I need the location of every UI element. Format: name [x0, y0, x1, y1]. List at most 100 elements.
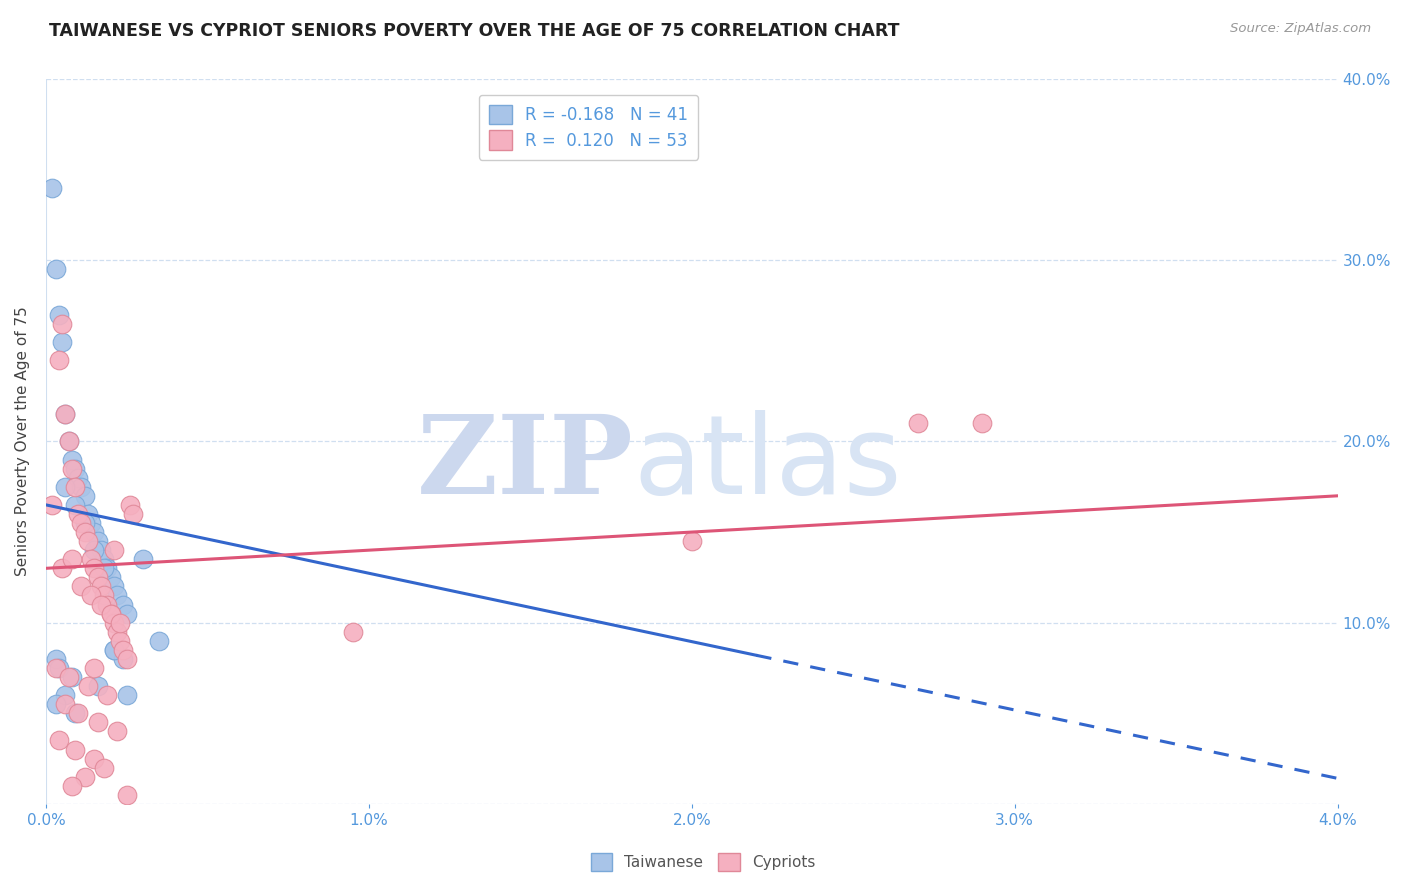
Point — [907, 417, 929, 431]
Point — [83, 561, 105, 575]
Point — [115, 652, 138, 666]
Point — [77, 534, 100, 549]
Point — [90, 543, 112, 558]
Point — [45, 698, 67, 712]
Point — [73, 770, 96, 784]
Legend: Taiwanese, Cypriots: Taiwanese, Cypriots — [585, 847, 821, 877]
Point — [45, 262, 67, 277]
Legend: R = -0.168   N = 41, R =  0.120   N = 53: R = -0.168 N = 41, R = 0.120 N = 53 — [478, 95, 699, 160]
Point — [48, 733, 70, 747]
Point — [53, 407, 76, 421]
Point — [681, 534, 703, 549]
Point — [110, 615, 132, 630]
Point — [100, 570, 122, 584]
Point — [96, 688, 118, 702]
Point — [60, 552, 83, 566]
Point — [86, 715, 108, 730]
Point — [60, 461, 83, 475]
Point — [103, 579, 125, 593]
Point — [53, 698, 76, 712]
Point — [67, 706, 90, 721]
Point — [80, 552, 103, 566]
Point — [77, 679, 100, 693]
Point — [96, 561, 118, 575]
Point — [115, 607, 138, 621]
Point — [115, 788, 138, 802]
Text: ZIP: ZIP — [418, 409, 634, 516]
Point — [100, 607, 122, 621]
Point — [70, 480, 93, 494]
Point — [63, 706, 86, 721]
Point — [93, 761, 115, 775]
Point — [63, 742, 86, 756]
Point — [80, 516, 103, 530]
Point — [83, 524, 105, 539]
Point — [132, 552, 155, 566]
Point — [112, 643, 135, 657]
Point — [41, 498, 63, 512]
Point — [86, 679, 108, 693]
Point — [103, 643, 125, 657]
Point — [53, 407, 76, 421]
Point — [112, 598, 135, 612]
Point — [48, 352, 70, 367]
Point — [48, 661, 70, 675]
Point — [148, 633, 170, 648]
Point — [63, 480, 86, 494]
Point — [51, 561, 73, 575]
Point — [93, 561, 115, 575]
Point — [122, 507, 145, 521]
Point — [70, 516, 93, 530]
Point — [86, 534, 108, 549]
Point — [115, 688, 138, 702]
Point — [73, 516, 96, 530]
Point — [51, 334, 73, 349]
Point — [58, 434, 80, 449]
Point — [90, 579, 112, 593]
Point — [83, 661, 105, 675]
Point — [110, 633, 132, 648]
Point — [58, 670, 80, 684]
Point — [96, 598, 118, 612]
Point — [51, 317, 73, 331]
Point — [103, 543, 125, 558]
Point — [60, 779, 83, 793]
Point — [342, 624, 364, 639]
Text: Source: ZipAtlas.com: Source: ZipAtlas.com — [1230, 22, 1371, 36]
Text: TAIWANESE VS CYPRIOT SENIORS POVERTY OVER THE AGE OF 75 CORRELATION CHART: TAIWANESE VS CYPRIOT SENIORS POVERTY OVE… — [49, 22, 900, 40]
Point — [83, 751, 105, 765]
Point — [80, 589, 103, 603]
Point — [48, 308, 70, 322]
Point — [105, 724, 128, 739]
Point — [41, 180, 63, 194]
Point — [972, 417, 994, 431]
Point — [45, 652, 67, 666]
Point — [70, 579, 93, 593]
Point — [45, 661, 67, 675]
Y-axis label: Seniors Poverty Over the Age of 75: Seniors Poverty Over the Age of 75 — [15, 307, 30, 576]
Point — [105, 589, 128, 603]
Point — [63, 461, 86, 475]
Point — [93, 552, 115, 566]
Point — [53, 688, 76, 702]
Point — [60, 452, 83, 467]
Point — [53, 480, 76, 494]
Point — [67, 507, 90, 521]
Point — [100, 607, 122, 621]
Point — [58, 434, 80, 449]
Point — [86, 570, 108, 584]
Point — [63, 498, 86, 512]
Point — [60, 670, 83, 684]
Point — [105, 624, 128, 639]
Text: atlas: atlas — [634, 409, 903, 516]
Point — [73, 524, 96, 539]
Point — [118, 498, 141, 512]
Point — [73, 489, 96, 503]
Point — [67, 471, 90, 485]
Point — [103, 643, 125, 657]
Point — [83, 543, 105, 558]
Point — [93, 589, 115, 603]
Point — [90, 598, 112, 612]
Point — [103, 615, 125, 630]
Point — [112, 652, 135, 666]
